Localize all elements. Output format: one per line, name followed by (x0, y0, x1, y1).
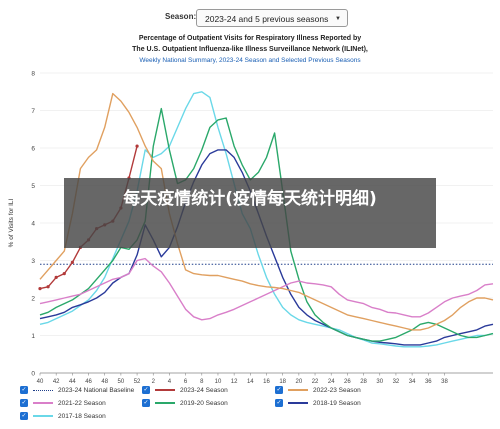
legend-swatch (33, 389, 53, 391)
series-point (135, 144, 139, 148)
season-dropdown[interactable]: 2023-24 and 5 previous seasons ▼ (196, 9, 348, 27)
legend-item[interactable]: ✓ 2017-18 Season (20, 410, 106, 422)
chart-title-block: Percentage of Outpatient Visits for Resp… (0, 33, 500, 66)
checkbox-checked-icon[interactable]: ✓ (275, 399, 283, 407)
series-point (46, 285, 50, 289)
x-tick-label: 36 (425, 379, 432, 384)
y-tick-label: 3 (31, 258, 35, 265)
x-tick-label: 18 (279, 379, 286, 384)
chevron-down-icon: ▼ (335, 16, 341, 22)
chart-title-line-2: The U.S. Outpatient Influenza-like Illne… (132, 46, 368, 53)
legend-swatch (288, 402, 308, 404)
x-tick-label: 30 (376, 379, 383, 384)
chart-subtitle: Weekly National Summary, 2023-24 Season … (139, 57, 361, 64)
legend-label: 2022-23 Season (313, 386, 361, 394)
legend-swatch (33, 415, 53, 417)
watermark-overlay: 每天疫情统计(疫情每天统计明细) (64, 178, 436, 248)
x-tick-label: 8 (200, 379, 204, 384)
y-tick-label: 4 (31, 221, 35, 228)
season-label: Season: (165, 12, 197, 21)
season-dropdown-value: 2023-24 and 5 previous seasons (205, 14, 329, 24)
series-point (38, 287, 42, 291)
y-tick-label: 5 (31, 183, 35, 190)
x-tick-label: 40 (37, 379, 44, 384)
y-tick-label: 6 (31, 146, 35, 153)
x-tick-label: 12 (231, 379, 238, 384)
checkbox-checked-icon[interactable]: ✓ (275, 386, 283, 394)
series-line-2019-20-season (39, 107, 494, 342)
x-tick-label: 28 (360, 379, 367, 384)
checkbox-checked-icon[interactable]: ✓ (20, 386, 28, 394)
y-tick-label: 0 (31, 371, 35, 378)
series-point (54, 275, 58, 279)
x-tick-label: 22 (312, 379, 319, 384)
legend-item[interactable]: ✓ 2018-19 Season (275, 397, 361, 409)
legend-label: 2021-22 Season (58, 399, 106, 407)
x-tick-label: 6 (184, 379, 188, 384)
legend-label: 2023-24 National Baseline (58, 386, 135, 394)
y-tick-label: 2 (31, 296, 35, 303)
x-tick-label: 4 (168, 379, 172, 384)
legend-item[interactable]: ✓ 2023-24 National Baseline (20, 384, 134, 396)
legend-label: 2023-24 Season (180, 386, 228, 394)
x-tick-label: 44 (69, 379, 76, 384)
x-tick-label: 38 (441, 379, 448, 384)
x-tick-label: 50 (118, 379, 125, 384)
legend-swatch (288, 389, 308, 391)
series-line-2022-23-season (39, 92, 494, 331)
x-tick-label: 20 (296, 379, 303, 384)
legend-item[interactable]: ✓ 2019-20 Season (142, 397, 228, 409)
checkbox-checked-icon[interactable]: ✓ (142, 399, 150, 407)
legend-item[interactable]: ✓ 2023-24 Season (142, 384, 228, 396)
x-tick-label: 2 (152, 379, 156, 384)
x-tick-label: 10 (215, 379, 222, 384)
x-tick-label: 46 (85, 379, 92, 384)
x-tick-label: 26 (344, 379, 351, 384)
checkbox-checked-icon[interactable]: ✓ (142, 386, 150, 394)
legend-item[interactable]: ✓ 2022-23 Season (275, 384, 361, 396)
y-axis-title: % of Visits for ILI (8, 198, 15, 247)
x-tick-label: 16 (263, 379, 270, 384)
legend-label: 2019-20 Season (180, 399, 228, 407)
series-point (70, 260, 74, 264)
y-tick-label: 8 (31, 71, 35, 78)
x-tick-label: 14 (247, 379, 254, 384)
legend-item[interactable]: ✓ 2021-22 Season (20, 397, 106, 409)
x-tick-label: 42 (53, 379, 60, 384)
x-tick-label: 32 (393, 379, 400, 384)
series-line-2017-18-season (39, 91, 494, 348)
legend-label: 2018-19 Season (313, 399, 361, 407)
legend-label: 2017-18 Season (58, 412, 106, 420)
x-tick-label: 48 (101, 379, 108, 384)
season-selector-row: Season: 2023-24 and 5 previous seasons ▼ (0, 9, 500, 29)
x-tick-label: 52 (134, 379, 141, 384)
series-line-2021-22-season (39, 257, 494, 321)
checkbox-checked-icon[interactable]: ✓ (20, 399, 28, 407)
series-point (62, 272, 66, 276)
legend-swatch (155, 389, 175, 391)
legend-swatch (155, 402, 175, 404)
y-tick-label: 7 (31, 108, 35, 115)
y-tick-label: 1 (31, 333, 35, 340)
x-tick-label: 24 (328, 379, 335, 384)
chart-title-line-1: Percentage of Outpatient Visits for Resp… (138, 35, 362, 42)
checkbox-checked-icon[interactable]: ✓ (20, 412, 28, 420)
legend-swatch (33, 402, 53, 404)
x-tick-label: 34 (409, 379, 416, 384)
